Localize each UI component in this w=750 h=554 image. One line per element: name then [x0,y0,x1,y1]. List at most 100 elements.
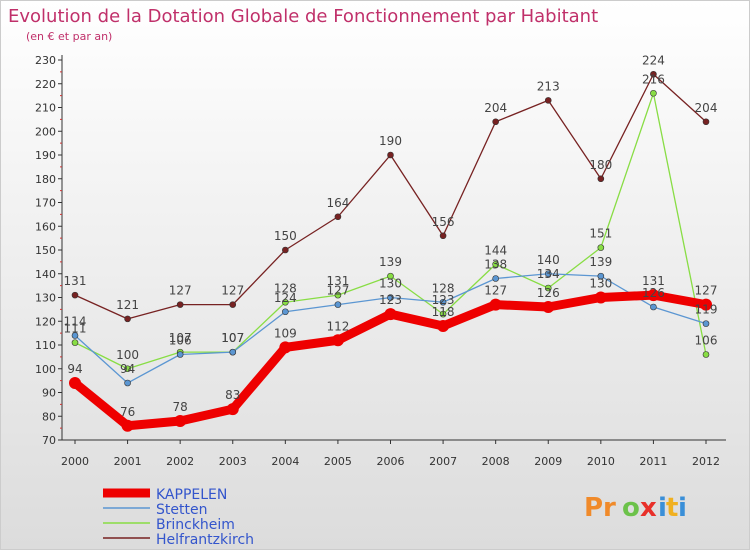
data-label: 190 [379,134,402,148]
series-layer [69,70,712,432]
x-tick-label: 2002 [166,455,194,468]
logo-letter-o: o [622,493,640,523]
data-label: 107 [221,331,244,345]
data-label: 164 [326,196,349,210]
data-point [176,351,184,358]
y-tick-label: 130 [35,292,56,305]
data-label: 127 [484,284,507,298]
data-point [544,284,552,292]
data-point [387,151,394,159]
proxiti-logo: Pr o x i t i [584,493,687,523]
x-tick-label: 2010 [587,455,615,468]
data-point [650,89,657,97]
data-label: 128 [432,281,455,295]
data-point [597,175,605,183]
y-tick-label: 200 [35,125,56,138]
y-tick-label: 120 [35,315,56,328]
data-point [542,301,555,313]
data-label: 78 [173,400,188,414]
data-point [647,289,660,302]
data-point [71,332,79,339]
data-label: 123 [379,293,402,307]
x-tick-label: 2012 [692,455,720,468]
y-tick-label: 100 [35,363,56,376]
x-tick-label: 2004 [271,455,299,468]
data-point [124,315,131,323]
data-label: 94 [120,362,135,376]
data-point [226,403,239,416]
data-point [334,213,342,221]
data-point [597,244,605,251]
data-point [439,310,447,318]
data-point [700,298,712,311]
data-point [229,348,237,356]
data-label: 204 [695,101,718,115]
data-label: 127 [326,284,349,298]
data-label: 100 [116,348,139,362]
data-label: 126 [642,286,665,300]
data-point [387,294,394,301]
data-point [439,298,447,306]
data-point [334,291,342,299]
axes: 7080901001101201301401501601701801902002… [35,54,726,468]
data-label: 127 [221,284,244,298]
data-point [597,272,605,280]
data-label: 204 [484,101,507,115]
data-label: 151 [589,227,612,241]
chart-title: Evolution de la Dotation Globale de Fonc… [8,6,598,27]
data-label: 83 [225,388,240,402]
logo-letter-i2: i [678,493,687,523]
data-label: 126 [537,286,560,300]
logo-letter-i1: i [658,493,667,523]
data-label: 138 [484,258,507,272]
data-point [492,118,499,126]
x-tick-label: 2001 [114,455,142,468]
y-tick-label: 190 [35,149,56,162]
data-label: 111 [64,322,87,336]
data-point [544,97,552,104]
data-point [121,419,134,432]
legend-label-brinckheim: Brinckheim [156,517,235,533]
data-point [282,298,289,306]
data-label: 121 [116,298,139,312]
data-label: 106 [169,334,192,348]
data-label: 118 [432,305,455,319]
y-tick-label: 180 [35,173,56,186]
x-tick-label: 2000 [61,455,89,468]
data-point [439,232,447,240]
data-label: 213 [537,79,560,93]
data-labels-layer: 131 121 127 127 150 164 190 156 204 213 180 224 204 1… [64,53,718,419]
data-point [492,260,499,268]
x-tick-label: 2006 [377,455,405,468]
data-label: 140 [537,253,560,267]
data-label: 94 [67,362,82,376]
data-point [174,415,187,427]
data-label: 114 [64,315,87,329]
data-point [334,301,342,308]
data-point [594,291,607,304]
data-label: 180 [589,158,612,172]
data-label: 76 [120,405,135,419]
data-point [437,320,450,332]
data-point [702,320,710,327]
data-label: 150 [274,229,297,243]
data-label: 124 [274,291,297,305]
x-tick-label: 2008 [482,455,510,468]
data-label: 156 [432,215,455,229]
data-point [282,308,289,316]
legend-label-helfrantzkirch: Helfrantzkirch [156,532,254,548]
data-label: 134 [537,267,560,281]
data-label: 131 [64,274,87,288]
data-label: 123 [432,293,455,307]
data-point [282,246,289,254]
data-label: 127 [169,284,192,298]
data-point [176,301,184,308]
y-tick-label: 80 [42,410,56,423]
data-label: 224 [642,53,665,67]
data-point [71,291,79,299]
data-label: 139 [589,255,612,269]
legend-label-stetten: Stetten [156,502,207,518]
data-label: 128 [274,281,297,295]
